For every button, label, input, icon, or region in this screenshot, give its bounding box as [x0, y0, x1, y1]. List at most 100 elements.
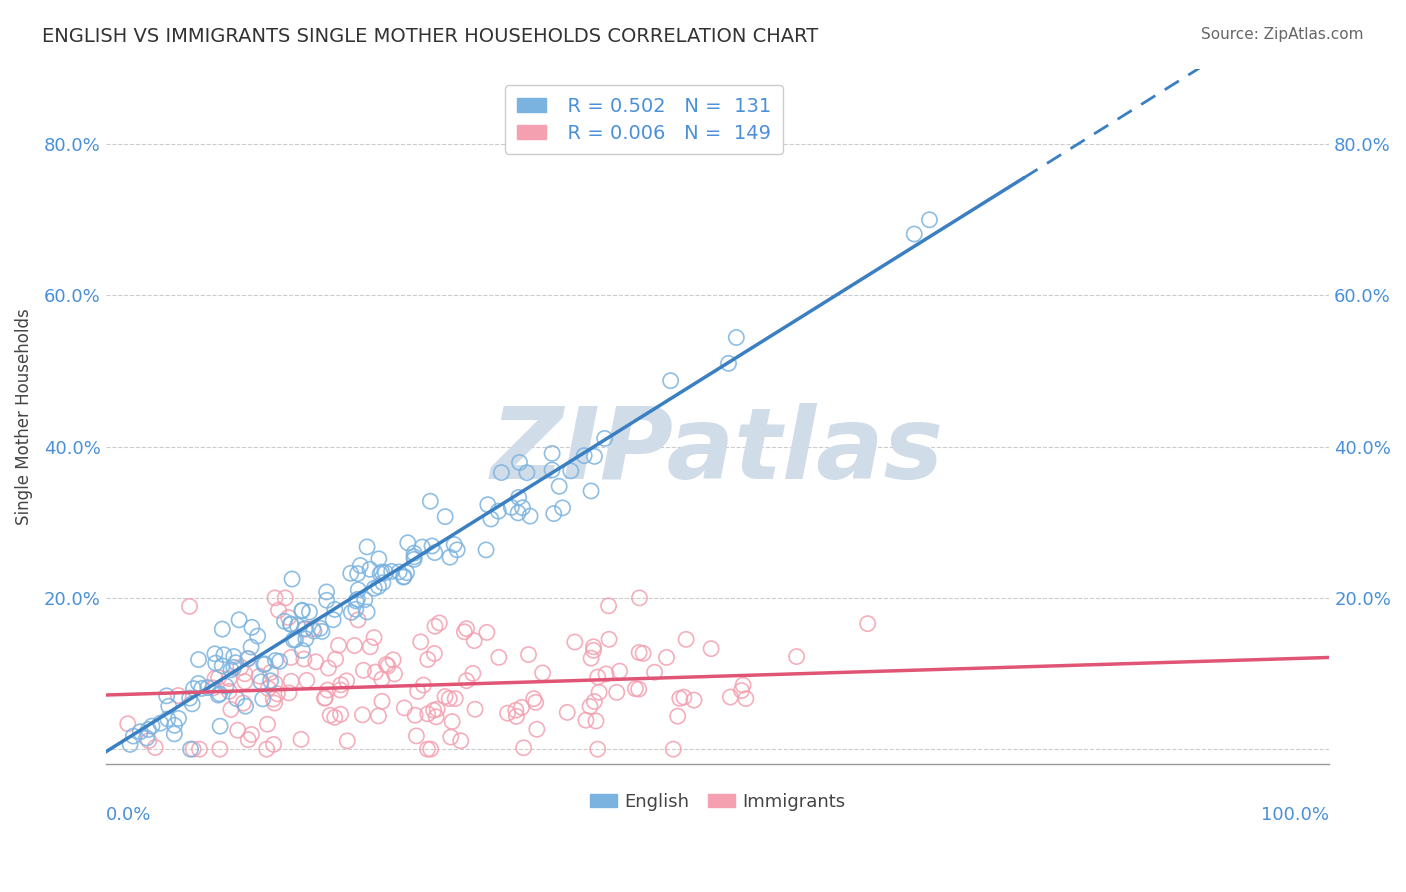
Point [349, 558, 371, 573]
Point [526, 723, 548, 737]
Point [209, 719, 232, 733]
Point [434, 690, 457, 704]
Point [517, 648, 540, 662]
Point [316, 683, 339, 698]
Point [420, 539, 443, 553]
Point [367, 709, 389, 723]
Point [675, 632, 697, 647]
Point [371, 672, 394, 686]
Point [256, 717, 278, 731]
Point [523, 691, 546, 706]
Point [588, 685, 610, 699]
Point [700, 641, 723, 656]
Point [427, 615, 450, 630]
Point [628, 645, 651, 659]
Point [560, 464, 582, 478]
Point [277, 686, 299, 700]
Point [269, 654, 291, 668]
Point [352, 707, 374, 722]
Point [328, 639, 350, 653]
Point [284, 632, 307, 647]
Point [609, 664, 631, 678]
Point [129, 724, 152, 739]
Point [319, 708, 342, 723]
Point [463, 633, 485, 648]
Point [117, 716, 139, 731]
Point [356, 540, 378, 554]
Point [238, 732, 260, 747]
Point [441, 714, 464, 729]
Point [734, 691, 756, 706]
Point [541, 446, 564, 460]
Point [343, 639, 366, 653]
Point [453, 624, 475, 639]
Point [294, 623, 316, 637]
Point [283, 633, 305, 648]
Point [356, 605, 378, 619]
Point [446, 542, 468, 557]
Point [208, 742, 231, 756]
Point [508, 491, 530, 505]
Point [253, 657, 276, 672]
Point [512, 740, 534, 755]
Point [309, 621, 332, 635]
Point [371, 565, 394, 579]
Point [222, 660, 245, 674]
Point [149, 716, 172, 731]
Point [508, 506, 530, 520]
Point [582, 640, 605, 654]
Point [717, 356, 740, 370]
Point [411, 540, 433, 554]
Point [314, 691, 336, 706]
Point [204, 647, 226, 661]
Point [302, 624, 325, 638]
Legend: English, Immigrants: English, Immigrants [583, 786, 852, 818]
Point [323, 710, 346, 724]
Point [163, 718, 186, 732]
Point [315, 585, 337, 599]
Point [368, 566, 391, 581]
Point [202, 681, 225, 695]
Point [374, 566, 396, 580]
Point [318, 661, 340, 675]
Point [233, 674, 256, 689]
Point [291, 604, 314, 618]
Point [266, 687, 288, 701]
Point [280, 617, 302, 632]
Point [344, 594, 367, 608]
Point [339, 566, 361, 581]
Point [240, 727, 263, 741]
Point [450, 733, 472, 747]
Point [405, 729, 427, 743]
Point [264, 653, 287, 667]
Point [505, 709, 527, 723]
Point [219, 702, 242, 716]
Point [267, 603, 290, 617]
Point [475, 625, 498, 640]
Point [377, 659, 399, 673]
Point [156, 689, 179, 703]
Point [388, 565, 411, 579]
Point [456, 673, 478, 688]
Point [367, 551, 389, 566]
Point [579, 651, 602, 665]
Point [416, 742, 439, 756]
Point [595, 667, 617, 681]
Point [786, 649, 808, 664]
Point [218, 684, 240, 698]
Point [259, 673, 281, 688]
Point [287, 618, 309, 632]
Point [434, 509, 457, 524]
Point [336, 734, 359, 748]
Point [250, 674, 273, 689]
Point [347, 613, 370, 627]
Point [163, 727, 186, 741]
Point [179, 599, 201, 614]
Point [510, 700, 533, 714]
Point [291, 603, 314, 617]
Point [188, 742, 211, 756]
Point [359, 562, 381, 576]
Point [240, 620, 263, 634]
Point [211, 622, 233, 636]
Point [439, 550, 461, 565]
